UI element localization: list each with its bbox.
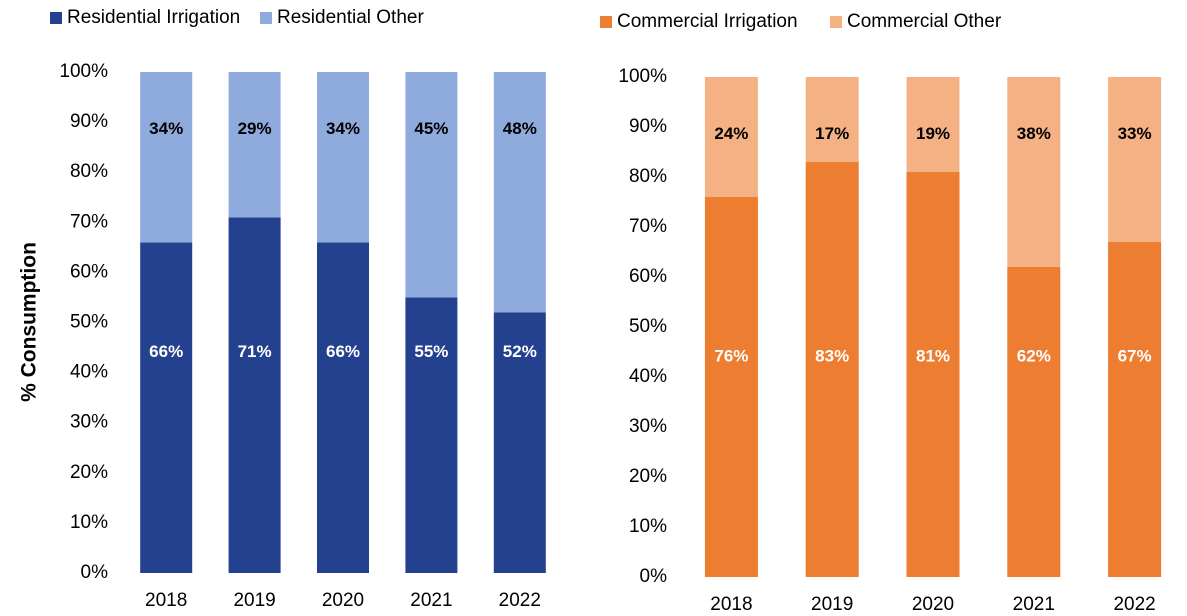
y-tick-label: 30% bbox=[629, 416, 667, 437]
x-tick-label: 2020 bbox=[322, 590, 364, 611]
data-label: 81% bbox=[916, 346, 950, 365]
y-tick-label: 60% bbox=[70, 261, 108, 282]
data-label: 55% bbox=[414, 342, 448, 361]
bar-segment bbox=[140, 72, 193, 243]
bar-segment bbox=[906, 172, 960, 577]
y-tick-label: 90% bbox=[629, 116, 667, 137]
y-tick-label: 20% bbox=[629, 466, 667, 487]
bar-segment bbox=[704, 197, 758, 577]
y-tick-label: 50% bbox=[629, 316, 667, 337]
y-tick-label: 70% bbox=[629, 216, 667, 237]
data-label: 66% bbox=[149, 342, 183, 361]
legend-swatch bbox=[50, 12, 62, 24]
bar-segment bbox=[493, 312, 546, 573]
bar-segment bbox=[805, 77, 859, 162]
data-label: 71% bbox=[238, 342, 272, 361]
x-tick-label: 2019 bbox=[811, 594, 853, 615]
data-label: 83% bbox=[815, 346, 849, 365]
y-tick-label: 70% bbox=[70, 211, 108, 232]
data-label: 34% bbox=[326, 119, 360, 138]
data-label: 19% bbox=[916, 124, 950, 143]
y-tick-label: 80% bbox=[629, 166, 667, 187]
data-label: 45% bbox=[414, 119, 448, 138]
y-tick-label: 50% bbox=[70, 312, 108, 333]
y-tick-label: 40% bbox=[629, 366, 667, 387]
x-tick-label: 2021 bbox=[1013, 594, 1055, 615]
bar-segment bbox=[805, 162, 859, 577]
bar-segment bbox=[140, 242, 193, 573]
data-label: 76% bbox=[714, 346, 748, 365]
x-tick-label: 2022 bbox=[1113, 594, 1155, 615]
y-tick-label: 20% bbox=[70, 462, 108, 483]
legend-swatch bbox=[600, 16, 612, 28]
bar-segment bbox=[1007, 267, 1061, 577]
bar-segment bbox=[405, 297, 458, 573]
data-label: 52% bbox=[503, 342, 537, 361]
x-tick-label: 2021 bbox=[410, 590, 452, 611]
y-tick-label: 30% bbox=[70, 412, 108, 433]
bar-segment bbox=[1108, 77, 1162, 242]
bar-segment bbox=[704, 77, 758, 197]
legend-label: Commercial Irrigation bbox=[617, 11, 798, 32]
data-label: 34% bbox=[149, 119, 183, 138]
data-label: 29% bbox=[238, 119, 272, 138]
data-label: 67% bbox=[1118, 346, 1152, 365]
bar-segment bbox=[906, 77, 960, 172]
legend-label: Residential Other bbox=[277, 7, 424, 28]
y-axis-label: % Consumption bbox=[18, 242, 41, 402]
data-label: 62% bbox=[1017, 346, 1051, 365]
x-tick-label: 2018 bbox=[145, 590, 187, 611]
y-tick-label: 10% bbox=[629, 516, 667, 537]
data-label: 48% bbox=[503, 119, 537, 138]
legend-label: Residential Irrigation bbox=[67, 7, 240, 28]
x-tick-label: 2020 bbox=[912, 594, 954, 615]
y-tick-label: 100% bbox=[618, 66, 667, 87]
x-tick-label: 2022 bbox=[499, 590, 541, 611]
y-tick-label: 60% bbox=[629, 266, 667, 287]
legend-swatch bbox=[260, 12, 272, 24]
y-tick-label: 100% bbox=[59, 61, 108, 82]
bar-segment bbox=[228, 217, 281, 574]
bar-segment bbox=[317, 242, 369, 573]
data-label: 38% bbox=[1017, 124, 1051, 143]
y-tick-label: 80% bbox=[70, 161, 108, 182]
bar-segment bbox=[405, 72, 458, 298]
data-label: 17% bbox=[815, 124, 849, 143]
bar-segment bbox=[228, 72, 281, 218]
bar-segment bbox=[317, 72, 369, 243]
bar-segment bbox=[1108, 242, 1162, 577]
y-tick-label: 0% bbox=[81, 562, 109, 583]
bar-segment bbox=[1007, 77, 1061, 267]
x-tick-label: 2018 bbox=[710, 594, 752, 615]
legend-swatch bbox=[830, 16, 842, 28]
data-label: 66% bbox=[326, 342, 360, 361]
y-tick-label: 40% bbox=[70, 362, 108, 383]
y-tick-label: 90% bbox=[70, 111, 108, 132]
y-tick-label: 0% bbox=[640, 566, 668, 587]
y-tick-label: 10% bbox=[70, 512, 108, 533]
x-tick-label: 2019 bbox=[233, 590, 275, 611]
data-label: 24% bbox=[714, 124, 748, 143]
data-label: 33% bbox=[1118, 124, 1152, 143]
bar-segment bbox=[493, 72, 546, 313]
legend-label: Commercial Other bbox=[847, 11, 1002, 32]
